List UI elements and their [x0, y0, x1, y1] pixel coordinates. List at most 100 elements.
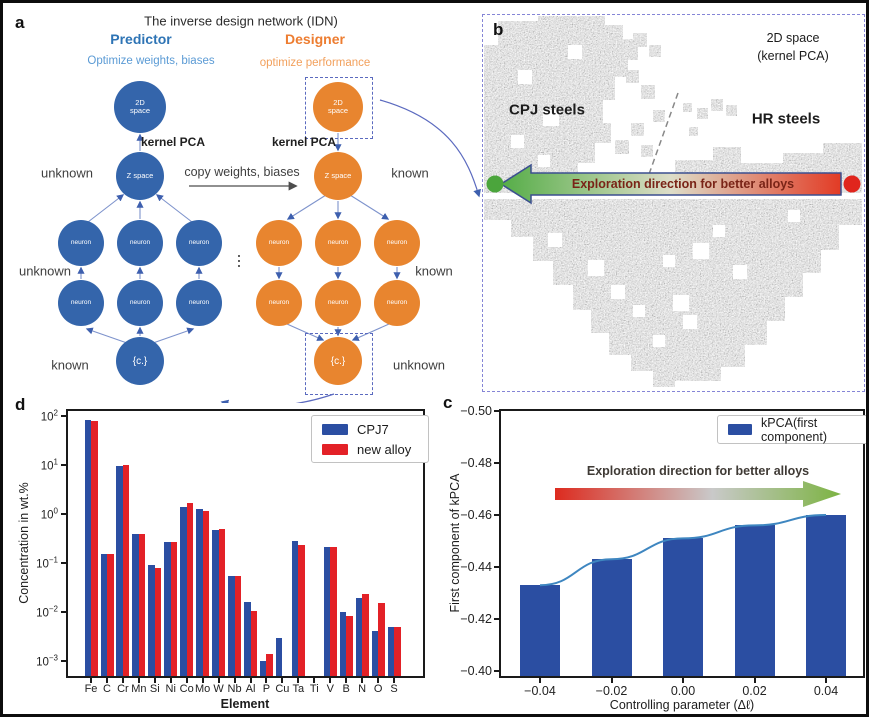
- bar-ta-new-alloy: [298, 545, 305, 676]
- annotation-unknown-top: unknown: [40, 165, 94, 181]
- panel-c-letter: c: [443, 393, 453, 412]
- panel-d-letter: d: [15, 395, 26, 414]
- kpca-space-note-line1: 2D space: [766, 31, 820, 45]
- kernel-pca-label-right: kernel PCA: [271, 135, 337, 149]
- kpca-space-note-line2: (kernel PCA): [757, 49, 829, 63]
- x-tick-ti: Ti: [309, 683, 319, 695]
- bar-nb-new-alloy: [234, 575, 241, 676]
- designer-neuron: neuron: [256, 220, 302, 266]
- annotation-known-bottom: known: [51, 357, 89, 373]
- panel-d-ylabel: Concentration in wt.%: [17, 482, 31, 604]
- bar-si-cpj7: [148, 565, 155, 676]
- predictor-subtitle: Optimize weights, biases: [87, 55, 215, 67]
- bar-v-new-alloy: [330, 547, 337, 676]
- predictor-neuron: neuron: [58, 280, 104, 326]
- y-tick-4: −0.42: [460, 612, 492, 626]
- bar-o-new-alloy: [378, 603, 385, 676]
- bar-p-cpj7: [259, 661, 267, 676]
- kpca-scatter-cloud: [484, 16, 862, 387]
- kernel-pca-label-left: kernel PCA: [140, 135, 206, 149]
- designer-2d-space-dashed-box: [305, 77, 373, 139]
- exploration-arrow-label-c: Exploration direction for better alloys: [586, 464, 810, 478]
- x-tick-cu: Cu: [275, 683, 290, 695]
- legend-d-label-cpj7: CPJ7: [357, 421, 389, 437]
- designer-subtitle: optimize performance: [259, 57, 371, 69]
- ellipsis-between-networks: ⋮: [231, 252, 247, 270]
- x-tick-w: W: [213, 683, 224, 695]
- x-tick-nb: Nb: [227, 683, 242, 695]
- x-tick-o: O: [373, 683, 383, 695]
- arrow-to-panel-d: [220, 393, 335, 403]
- x-tick-fe: Fe: [84, 683, 98, 695]
- target-endpoint-dot: [486, 175, 504, 193]
- designer-node-z-space: Z space: [314, 152, 362, 200]
- annotation-unknown-bottom: unknown: [392, 357, 446, 373]
- x-tick-al: Al: [245, 683, 256, 695]
- bar-c-new-alloy: [107, 554, 114, 676]
- kpca-bar-0.02: [734, 525, 775, 676]
- bar-v-cpj7: [323, 547, 331, 676]
- y-tick-0: −0.50: [460, 404, 492, 418]
- y-tick-10e2: 102: [40, 408, 58, 424]
- panel-b-letter: b: [493, 20, 504, 39]
- bar-s-new-alloy: [394, 626, 401, 676]
- x-tick-mo: Mo: [195, 683, 211, 695]
- bar-al-new-alloy: [250, 611, 257, 676]
- kpca-bar-−0.04: [520, 585, 560, 676]
- bar-mo-cpj7: [196, 509, 203, 676]
- designer-neuron: neuron: [315, 280, 361, 326]
- predictor-node-z-space: Z space: [116, 152, 164, 200]
- legend-d-swatch-new-alloy: [322, 443, 348, 455]
- x-tick-p: P: [262, 683, 271, 695]
- annotation-known-top: known: [391, 165, 429, 181]
- bar-s-cpj7: [387, 626, 395, 676]
- x-tick-0: −0.04: [524, 684, 556, 698]
- legend-c-label-kpca: kPCA(first component): [761, 415, 828, 444]
- y-tick-3: −0.44: [460, 560, 492, 574]
- x-tick-co: Co: [179, 683, 194, 695]
- bar-ta-cpj7: [291, 541, 299, 676]
- panel-a-letter: a: [15, 13, 25, 32]
- designer-node-2d-space: 2D space: [313, 82, 363, 132]
- y-tick-2: −0.46: [460, 508, 492, 522]
- bar-n-cpj7: [355, 598, 363, 676]
- panel-d-plot-area: Fe C Cr Mn Si Ni Co Mo W Nb Al P Cu Ta Ti V B N O S 102 101 10…: [36, 409, 423, 695]
- kpca-bar-0.04: [806, 515, 846, 676]
- bar-cr-new-alloy: [122, 465, 130, 676]
- bar-w-new-alloy: [218, 528, 226, 676]
- bar-b-new-alloy: [346, 615, 353, 676]
- designer-output-dashed-box: [305, 333, 373, 395]
- predictor-neuron: neuron: [58, 220, 104, 266]
- predictor-heading: Predictor: [110, 31, 172, 47]
- bar-mo-new-alloy: [202, 511, 210, 676]
- bar-ni-new-alloy: [170, 541, 178, 676]
- x-tick-v: V: [326, 683, 334, 695]
- exploration-arrow-left: [499, 163, 842, 205]
- bar-si-new-alloy: [154, 568, 162, 676]
- x-tick-si: Si: [149, 683, 160, 695]
- y-tick-1: −0.48: [460, 456, 492, 470]
- bar-o-cpj7: [371, 630, 379, 676]
- panel-d-legend: CPJ7 new alloy: [311, 415, 429, 463]
- x-tick-1: −0.02: [595, 684, 628, 698]
- y-tick-5: −0.40: [460, 664, 492, 678]
- network-connectors: [77, 99, 481, 403]
- designer-neuron: neuron: [256, 280, 302, 326]
- y-tick-10e1: 101: [40, 457, 58, 473]
- bar-co-new-alloy: [186, 503, 194, 676]
- bar-al-cpj7: [244, 602, 251, 676]
- bar-mn-new-alloy: [138, 533, 146, 676]
- bar-ni-cpj7: [164, 541, 171, 676]
- bar-mn-cpj7: [132, 533, 139, 676]
- legend-row-cpj7: CPJ7: [322, 422, 418, 437]
- panel-c-ylabel: First component of kPCA: [448, 473, 462, 613]
- y-tick-10e-3: 10−3: [36, 653, 58, 669]
- panel-c-legend: kPCA(first component): [717, 415, 866, 444]
- panel-d-xlabel: Element: [220, 697, 270, 711]
- predictor-node-composition: {c.}: [116, 337, 164, 385]
- bar-fe-cpj7: [84, 419, 91, 676]
- x-tick-4: 0.04: [813, 684, 839, 698]
- legend-c-swatch-kpca: [728, 424, 752, 435]
- cluster-divider-dashed-line: [647, 92, 679, 178]
